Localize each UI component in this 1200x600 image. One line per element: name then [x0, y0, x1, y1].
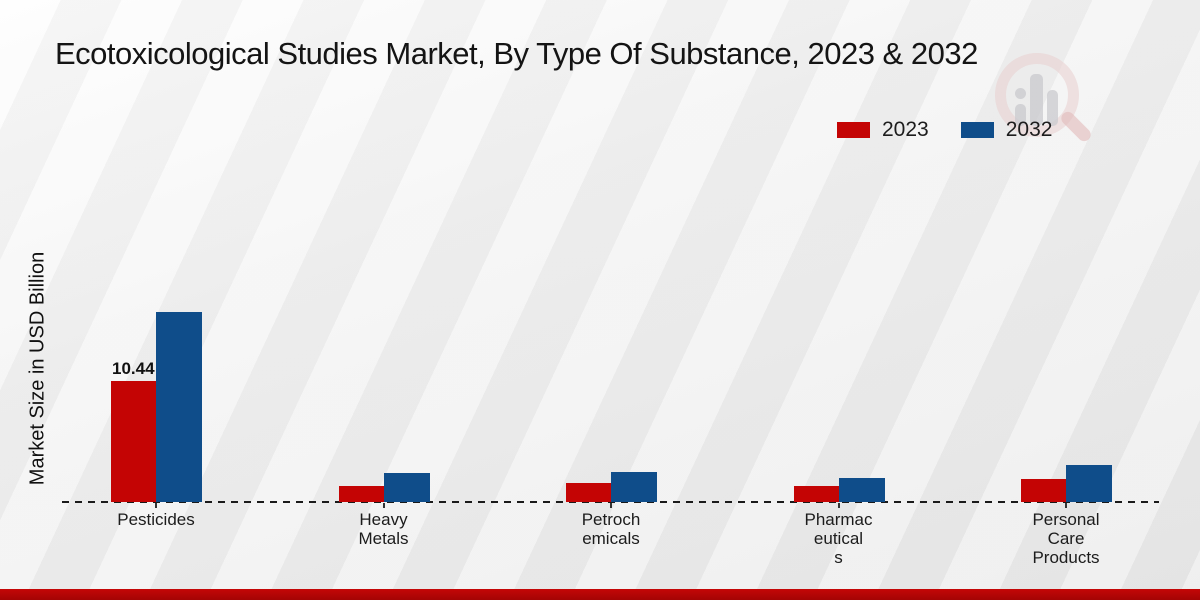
y-axis-label: Market Size in USD Billion	[26, 251, 49, 486]
x-tick-label-petrochemicals: Petroch emicals	[581, 510, 641, 548]
legend-swatch-2032	[960, 122, 994, 138]
legend: 2023 2032	[837, 118, 1052, 142]
logo-dot-icon	[1015, 88, 1026, 99]
x-axis-tick	[382, 503, 385, 508]
footer-accent-band	[0, 589, 1200, 600]
legend-item-2032: 2032	[960, 118, 1053, 142]
x-axis-tick	[837, 503, 840, 508]
legend-item-2023: 2023	[837, 118, 929, 142]
bar-2023-pharmaceuticals	[793, 486, 839, 502]
magnifier-bar-chart-logo-icon	[992, 48, 1094, 148]
bar-2023-petrochemicals	[566, 483, 611, 502]
bar-2023-personal-care-products	[1021, 479, 1066, 502]
logo-bar-icon	[1047, 90, 1058, 126]
bar-2032-pharmaceuticals	[838, 478, 885, 502]
x-tick-label-pesticides: Pesticides	[117, 510, 195, 529]
magnifier-lens-icon	[995, 53, 1079, 137]
logo-bar-icon	[1030, 74, 1043, 126]
bar-2032-personal-care-products	[1066, 465, 1112, 502]
x-axis-tick	[610, 503, 612, 508]
x-axis-tick	[1065, 503, 1067, 508]
x-tick-label-personal-care-products: Personal Care Products	[1032, 510, 1100, 567]
bar-value-label: 10.44	[112, 359, 155, 378]
bar-2032-heavy-metals	[383, 473, 430, 502]
x-tick-label-pharmaceuticals: Pharmac eutical s	[804, 510, 873, 567]
logo-bar-icon	[1015, 104, 1026, 126]
x-axis-baseline	[62, 501, 1159, 503]
bar-2023-pesticides	[111, 381, 156, 502]
legend-label-2032: 2032	[1005, 118, 1053, 141]
bar-2032-petrochemicals	[611, 472, 657, 502]
bar-2023-heavy-metals	[338, 486, 384, 502]
chart-title: Ecotoxicological Studies Market, By Type…	[55, 36, 978, 71]
legend-label-2023: 2023	[882, 118, 929, 141]
x-tick-label-heavy-metals: Heavy Metals	[358, 510, 409, 548]
legend-swatch-2023	[837, 122, 870, 138]
bar-2032-pesticides	[156, 312, 202, 502]
x-axis-tick	[155, 503, 157, 508]
